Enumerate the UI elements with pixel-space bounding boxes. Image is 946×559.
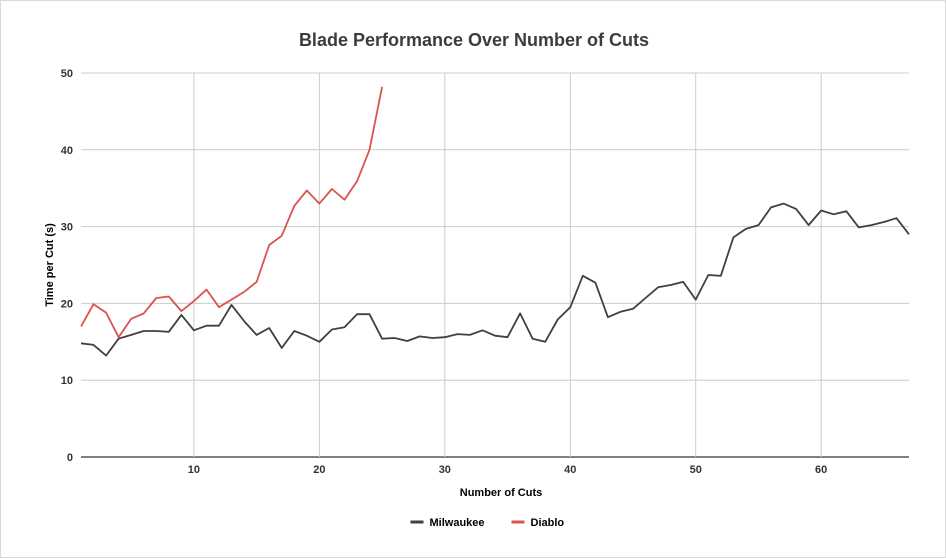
x-tick-label: 60 <box>815 464 827 476</box>
x-tick-label: 40 <box>564 464 576 476</box>
x-tick-label: 50 <box>690 464 702 476</box>
y-tick-label: 0 <box>67 452 73 464</box>
y-tick-label: 30 <box>61 222 73 234</box>
x-tick-label: 20 <box>313 464 325 476</box>
chart-title: Blade Performance Over Number of Cuts <box>298 30 650 50</box>
legend: Milwaukee Diablo <box>410 517 565 529</box>
x-tick-label: 10 <box>188 464 200 476</box>
y-axis-title: Time per Cut (s) <box>44 223 56 307</box>
y-tick-label: 10 <box>61 375 73 387</box>
series-line-diablo <box>80 86 383 339</box>
x-tick-label: 30 <box>439 464 451 476</box>
x-axis-title: Number of Cuts <box>460 487 543 499</box>
series-line-milwaukee <box>80 202 910 357</box>
y-tick-label: 40 <box>61 145 73 157</box>
y-tick-label: 50 <box>61 68 73 80</box>
legend-label-milwaukee: Milwaukee <box>430 517 485 529</box>
y-tick-label: 20 <box>61 298 73 310</box>
legend-label-diablo: Diablo <box>531 517 565 529</box>
